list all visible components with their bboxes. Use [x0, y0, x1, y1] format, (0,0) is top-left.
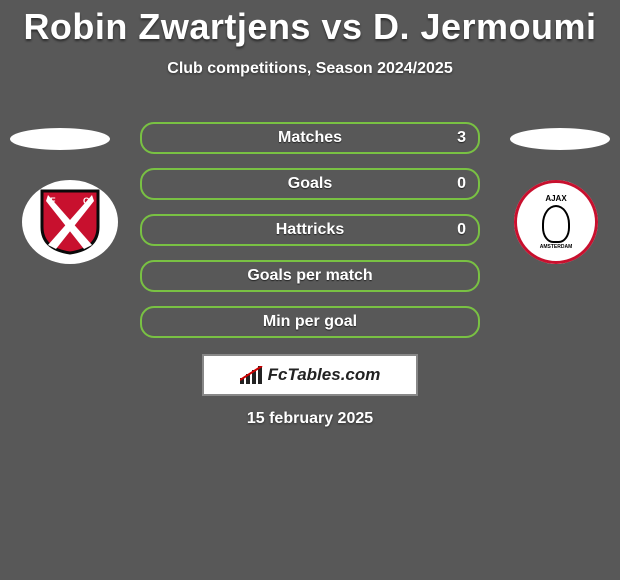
- player-photo-placeholder-right: [510, 128, 610, 150]
- stat-row: Min per goal: [140, 306, 480, 338]
- stat-value: 0: [457, 170, 466, 198]
- stat-label: Goals: [288, 175, 332, 192]
- player-photo-placeholder-left: [10, 128, 110, 150]
- ajax-top-text: AJAX: [540, 195, 573, 203]
- ajax-logo: AJAX AMSTERDAM: [514, 180, 598, 264]
- brand-box: FcTables.com: [202, 354, 418, 396]
- brand-text: FcTables.com: [268, 365, 381, 385]
- page-subtitle: Club competitions, Season 2024/2025: [0, 60, 620, 78]
- stat-label: Min per goal: [263, 313, 357, 330]
- ajax-bottom-text: AMSTERDAM: [540, 245, 573, 250]
- stat-label: Matches: [278, 129, 342, 146]
- stat-row: Goals 0: [140, 168, 480, 200]
- stat-row: Hattricks 0: [140, 214, 480, 246]
- shield-icon: F C: [40, 189, 100, 255]
- bar-chart-icon: [240, 366, 264, 384]
- ajax-head-icon: [542, 205, 570, 243]
- stat-value: 0: [457, 216, 466, 244]
- club-badge-left: F C: [22, 180, 118, 264]
- stat-pill-list: Matches 3 Goals 0 Hattricks 0 Goals per match M…: [140, 122, 480, 352]
- stat-label: Hattricks: [276, 221, 344, 238]
- stat-row: Goals per match: [140, 260, 480, 292]
- stat-value: 3: [457, 124, 466, 152]
- fc-utrecht-logo: F C: [22, 180, 118, 264]
- stat-label: Goals per match: [247, 267, 372, 284]
- stat-row: Matches 3: [140, 122, 480, 154]
- page-title: Robin Zwartjens vs D. Jermoumi: [0, 0, 620, 48]
- svg-text:F: F: [50, 196, 56, 206]
- comparison-date: 15 february 2025: [0, 410, 620, 428]
- svg-text:C: C: [83, 196, 90, 206]
- club-badge-right: AJAX AMSTERDAM: [514, 180, 598, 264]
